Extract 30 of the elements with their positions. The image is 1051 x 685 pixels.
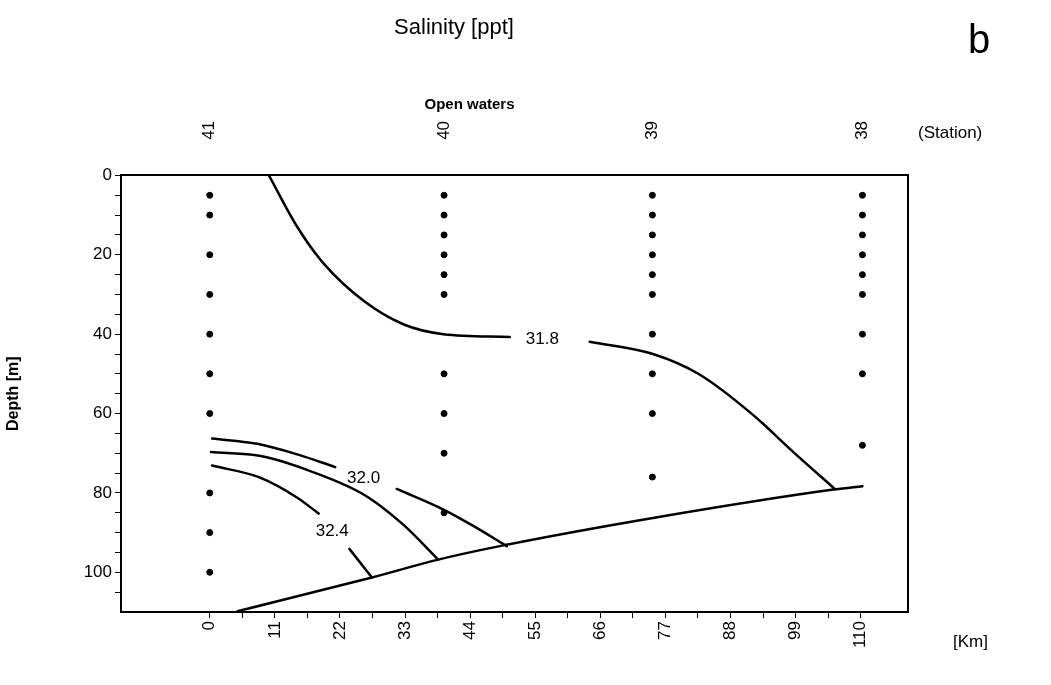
y-tick-label: 100 <box>83 562 112 581</box>
text: 41 <box>199 120 219 140</box>
x-tick-label: 99 <box>785 621 805 640</box>
x-tick-label: 88 <box>720 621 740 640</box>
series-label: 32.4 <box>315 520 349 540</box>
y-tick-label: 40 <box>93 323 112 343</box>
series-label: 32.0 <box>347 467 381 487</box>
y-tick-label: 0 <box>102 165 112 185</box>
text: 38 <box>852 120 872 140</box>
x-tick-label: 11 <box>264 621 284 639</box>
text: 40 <box>433 120 453 140</box>
chart-title: Salinity [ppt] <box>394 14 514 40</box>
x-tick-label: 44 <box>459 621 479 640</box>
x2-axis-title: Open waters <box>424 95 515 113</box>
x-tick-label: 110 <box>850 621 870 649</box>
x-tick-label: 22 <box>329 621 349 640</box>
x-tick-label: 66 <box>589 621 609 640</box>
text: 39 <box>642 120 662 140</box>
y-tick-label: 80 <box>93 482 112 502</box>
y-axis-title: Depth [m] <box>4 356 22 432</box>
text: b <box>968 17 991 62</box>
x-tick-label: 33 <box>394 621 414 640</box>
y-tick-label: 20 <box>93 244 112 264</box>
x-axis-title: [Km] <box>953 631 988 651</box>
y-tick-label: 60 <box>93 403 112 423</box>
x-tick-label: 77 <box>655 621 675 640</box>
text: (Station) <box>918 122 983 142</box>
series-label: 31.8 <box>525 329 559 349</box>
x-tick-label: 55 <box>524 621 544 640</box>
x-tick-label: 0 <box>199 621 219 631</box>
